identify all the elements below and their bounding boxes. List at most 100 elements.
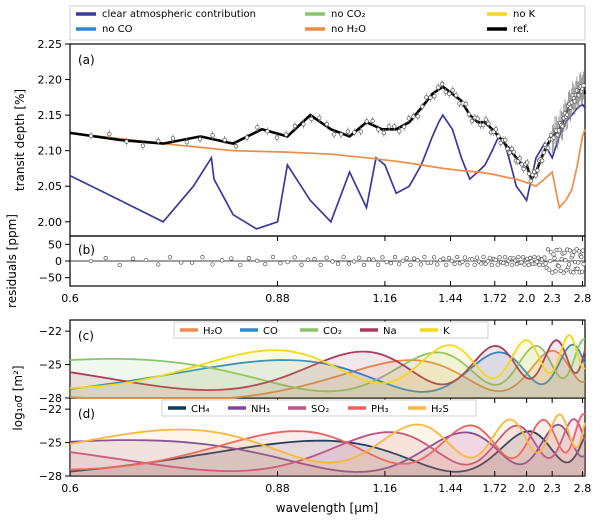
- residual-point: [411, 256, 417, 261]
- obs-point: [486, 121, 491, 126]
- obs-point: [107, 131, 112, 137]
- obs-point: [292, 123, 298, 129]
- residual-point: [537, 262, 542, 267]
- x-tick-label-d: 0.6: [61, 482, 79, 495]
- residual-point: [384, 259, 389, 265]
- obs-point: [493, 127, 499, 132]
- residual-point: [561, 270, 566, 275]
- residual-point: [516, 254, 521, 260]
- obs-point: [420, 104, 425, 109]
- obs-point: [466, 112, 472, 117]
- xsec-fill: [70, 339, 585, 398]
- obs-point: [370, 118, 375, 124]
- residual-point: [103, 255, 108, 261]
- y-tick-label: −25: [39, 359, 62, 372]
- obs-point: [428, 95, 433, 100]
- xsec-fill: [70, 419, 585, 476]
- panel-tag-c: (c): [78, 329, 94, 343]
- residual-point: [428, 260, 434, 265]
- xsec-fill: [70, 335, 585, 398]
- obs-point: [397, 129, 402, 134]
- residual-point: [270, 254, 276, 260]
- residual-point: [351, 259, 357, 264]
- obs-point: [411, 114, 416, 119]
- residual-point: [556, 264, 561, 269]
- ylabel-transit-depth: transit depth [%]: [13, 89, 27, 191]
- residual-point: [210, 262, 215, 267]
- obs-point: [406, 116, 412, 121]
- x-tick-label-b: 2.8: [574, 292, 592, 305]
- obs-point: [401, 124, 407, 130]
- obs-point: [386, 124, 392, 129]
- ylabel-residuals: residuals [ppm]: [5, 214, 19, 308]
- residual-point: [392, 254, 398, 260]
- legend-label: H₂O: [203, 326, 223, 337]
- obs-point: [265, 129, 270, 134]
- xsec-line: [69, 338, 586, 393]
- x-tick-label-d: 0.88: [265, 482, 290, 495]
- residual-point: [501, 260, 506, 266]
- obs-point: [283, 132, 289, 137]
- residual-point: [497, 255, 502, 260]
- residual-point: [576, 260, 581, 265]
- residual-point: [441, 256, 446, 261]
- residual-point: [542, 255, 547, 260]
- obs-point: [140, 143, 146, 148]
- panel-tag-a: (a): [78, 53, 95, 67]
- obs-point: [439, 81, 445, 87]
- x-tick-label-d: 2.8: [574, 482, 592, 495]
- obs-point: [454, 93, 459, 98]
- residual-point: [579, 254, 584, 260]
- obs-point: [541, 150, 546, 155]
- legend-label: H₂S: [431, 404, 449, 415]
- obs-point: [525, 160, 530, 165]
- panel-d-plot: [69, 413, 586, 476]
- series-line-2: [69, 83, 587, 183]
- obs-point: [156, 138, 161, 144]
- xsec-fill: [70, 344, 585, 398]
- obs-point: [317, 115, 322, 121]
- legend-box: [173, 321, 489, 339]
- xsec-line: [69, 349, 586, 399]
- obs-point: [581, 83, 586, 88]
- legend-label: no CO₂: [331, 9, 366, 20]
- obs-point: [210, 133, 215, 138]
- residual-point: [548, 258, 553, 264]
- residual-point: [117, 262, 122, 268]
- obs-point: [392, 124, 397, 129]
- residual-point: [581, 261, 586, 267]
- residual-point: [341, 254, 346, 260]
- obs-point: [545, 145, 551, 151]
- residual-point: [562, 250, 567, 255]
- residual-point: [502, 254, 508, 260]
- residual-point: [400, 258, 406, 263]
- obs-point: [436, 85, 441, 90]
- residual-point: [534, 259, 540, 264]
- y-tick-label: −28: [39, 470, 62, 483]
- residual-point: [472, 262, 477, 268]
- panel-a-frame: [69, 43, 586, 237]
- residual-point: [567, 248, 573, 253]
- axes: 2.002.052.102.152.202.25−50050−22−25−28−…: [38, 38, 592, 495]
- xsec-line: [69, 418, 586, 473]
- legend-label: Na: [383, 326, 397, 337]
- series-line-0: [69, 103, 586, 230]
- obs-point: [548, 133, 554, 138]
- residual-point: [545, 247, 551, 252]
- residual-point: [580, 248, 585, 253]
- obs-point: [535, 168, 540, 173]
- obs-point: [496, 134, 501, 139]
- residual-point: [543, 261, 548, 266]
- xsec-line: [69, 413, 586, 464]
- obs-point: [469, 118, 475, 124]
- residual-point: [449, 258, 454, 264]
- residual-point: [452, 261, 457, 267]
- x-tick-label-d: 2.3: [543, 482, 561, 495]
- residual-point: [285, 259, 290, 265]
- obs-point: [498, 140, 503, 146]
- obs-point: [507, 150, 512, 155]
- obs-point: [424, 95, 429, 100]
- residual-point: [487, 255, 492, 261]
- obs-point: [345, 129, 351, 134]
